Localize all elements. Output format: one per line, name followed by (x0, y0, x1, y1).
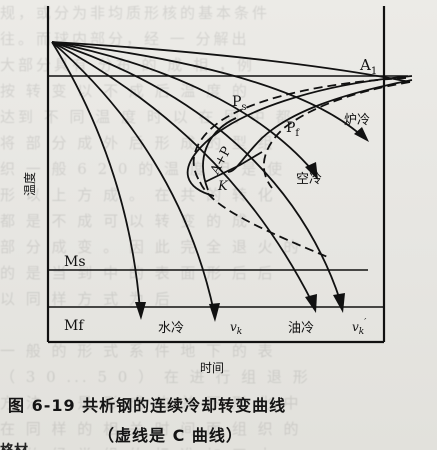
arrow-vk (209, 303, 220, 322)
label-k: K (217, 179, 229, 194)
cct-diagram: A1 Ps Pf A+P K 炉冷 空冷 Ms Mf 水冷 vk 油冷 vk′ … (22, 6, 413, 375)
arrow-oil-cooling (305, 294, 317, 313)
label-a1: A1 (359, 56, 377, 77)
curve-vk (51, 41, 215, 313)
cut-off-text: 格材 (0, 440, 28, 450)
k-line (204, 151, 263, 183)
label-water-cooling: 水冷 (158, 321, 184, 336)
label-furnace-cooling: 炉冷 (344, 113, 370, 128)
label-vk: vk (230, 320, 242, 337)
label-mf: Mf (64, 318, 85, 334)
label-ps: Ps (232, 94, 247, 113)
label-oil-cooling: 油冷 (288, 321, 314, 336)
arrow-air-cooling (305, 162, 318, 180)
x-axis-label: 时间 (200, 361, 224, 375)
label-vk-prime: vk′ (352, 318, 366, 337)
y-axis-label: 温度 (22, 172, 37, 196)
figure-caption: 图 6-19 共析钢的连续冷却转变曲线 （虚线是 C 曲线） (8, 392, 433, 446)
curve-furnace-cooling (51, 41, 363, 137)
arrow-vk-prime (333, 293, 345, 313)
caption-subtitle: （虚线是 C 曲线） (98, 426, 243, 445)
curve-slowest (51, 41, 411, 83)
label-air-cooling: 空冷 (296, 172, 322, 187)
label-ms: Ms (64, 254, 86, 270)
curve-water-cooling (51, 41, 141, 311)
c-curve-start-dashed (192, 77, 407, 183)
caption-title: 图 6-19 共析钢的连续冷却转变曲线 (8, 396, 287, 415)
ap-region-arc (202, 117, 237, 191)
curve-oil-cooling (51, 41, 313, 303)
arrow-water-cooling (135, 302, 146, 320)
label-pf: Pf (286, 120, 300, 139)
curve-air-cooling (51, 41, 313, 171)
arrow-furnace-cooling (354, 127, 369, 142)
cooling-curves (51, 41, 411, 322)
curve-vk-prime (51, 41, 341, 301)
